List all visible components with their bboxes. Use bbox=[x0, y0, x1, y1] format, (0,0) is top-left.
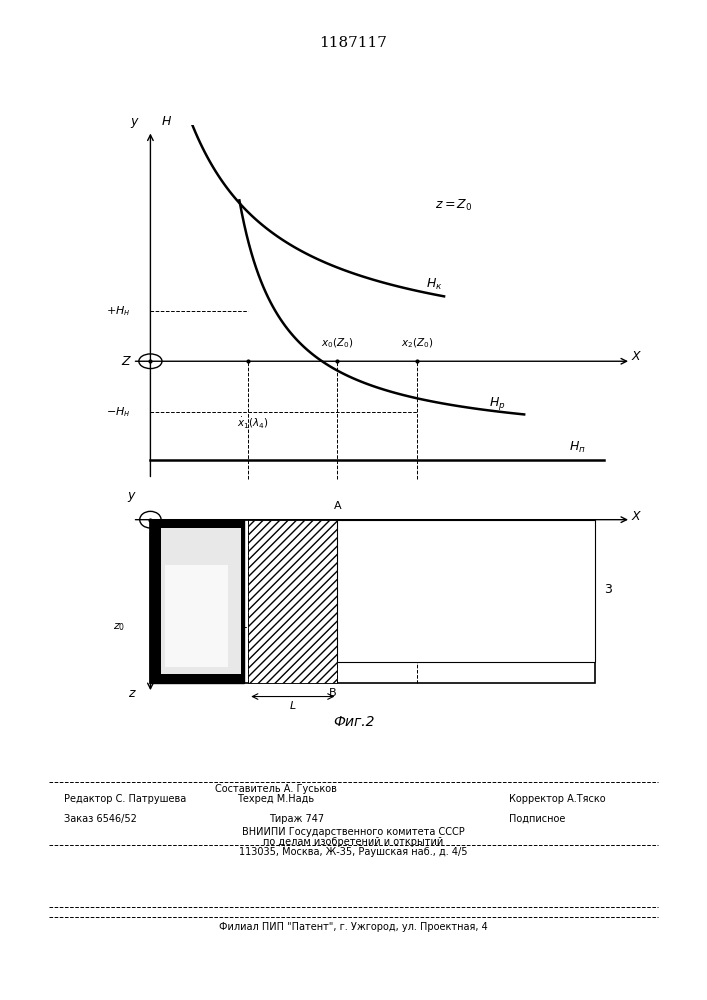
Text: 3: 3 bbox=[604, 583, 612, 596]
Text: $H_р$: $H_р$ bbox=[489, 395, 505, 412]
Text: Тираж 747: Тираж 747 bbox=[269, 814, 325, 824]
Text: $H_к$: $H_к$ bbox=[426, 277, 443, 292]
Bar bbox=[337, 520, 595, 662]
Text: Редактор С. Патрушева: Редактор С. Патрушева bbox=[64, 794, 186, 804]
Text: 113035, Москва, Ж-35, Раушская наб., д. 4/5: 113035, Москва, Ж-35, Раушская наб., д. … bbox=[239, 847, 468, 857]
Text: Подписное: Подписное bbox=[509, 814, 566, 824]
Text: $z_0$: $z_0$ bbox=[113, 621, 126, 633]
Text: $\dot{x}_1(\lambda_4)$: $\dot{x}_1(\lambda_4)$ bbox=[237, 415, 269, 430]
Text: z: z bbox=[127, 687, 134, 700]
Text: Корректор А.Тяско: Корректор А.Тяско bbox=[509, 794, 606, 804]
Bar bbox=[165, 565, 228, 667]
Text: X: X bbox=[631, 510, 640, 523]
Bar bbox=[151, 520, 244, 683]
Text: Филиал ПИП "Патент", г. Ужгород, ул. Проектная, 4: Филиал ПИП "Патент", г. Ужгород, ул. Про… bbox=[219, 922, 488, 932]
Text: A: A bbox=[334, 501, 341, 511]
Text: y: y bbox=[127, 489, 134, 502]
Text: y: y bbox=[131, 115, 138, 128]
Text: H: H bbox=[162, 115, 171, 128]
Bar bbox=[248, 520, 337, 683]
Bar bbox=[151, 520, 595, 683]
Text: 1187117: 1187117 bbox=[320, 36, 387, 50]
Text: Заказ 6546/52: Заказ 6546/52 bbox=[64, 814, 136, 824]
Text: по делам изобретений и открытий: по делам изобретений и открытий bbox=[264, 837, 443, 847]
Text: $+H_н$: $+H_н$ bbox=[106, 304, 131, 318]
Text: Z: Z bbox=[121, 355, 130, 368]
Text: $H_п$: $H_п$ bbox=[568, 440, 585, 455]
Text: B: B bbox=[329, 688, 337, 698]
Text: Фиг.2: Фиг.2 bbox=[333, 715, 374, 729]
Text: Составитель А. Гуськов: Составитель А. Гуськов bbox=[215, 784, 337, 794]
Text: $-H_н$: $-H_н$ bbox=[106, 405, 131, 419]
Text: Техред М.Надь: Техред М.Надь bbox=[237, 794, 315, 804]
Text: L: L bbox=[290, 701, 296, 711]
Text: ВНИИПИ Государственного комитета СССР: ВНИИПИ Государственного комитета СССР bbox=[242, 827, 465, 837]
Text: $x_0(Z_0)$: $x_0(Z_0)$ bbox=[321, 336, 354, 350]
Bar bbox=[161, 528, 240, 674]
Text: X: X bbox=[631, 350, 640, 363]
Text: $x_2(Z_0)$: $x_2(Z_0)$ bbox=[401, 336, 433, 350]
Text: $z=Z_0$: $z=Z_0$ bbox=[436, 198, 473, 213]
Text: y=0: y=0 bbox=[450, 633, 474, 643]
